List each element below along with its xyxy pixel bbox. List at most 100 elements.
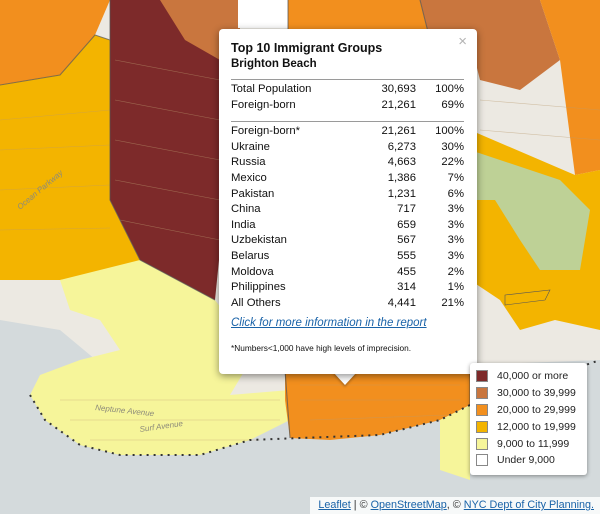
table-row: Pakistan 1,231 6%	[231, 187, 464, 203]
row-label: Pakistan	[231, 187, 275, 200]
row-value: 4,441	[387, 296, 416, 309]
row-pct: 3%	[447, 218, 464, 231]
legend-swatch	[476, 403, 488, 416]
district-orange-east[interactable]	[540, 0, 600, 175]
popup-subtitle: Brighton Beach	[231, 58, 317, 70]
attribution: Leaflet | © OpenStreetMap, © NYC Dept of…	[310, 497, 600, 514]
row-label: Belarus	[231, 249, 270, 262]
imprecision-note: *Numbers<1,000 have high levels of impre…	[231, 343, 412, 354]
legend-swatch	[476, 370, 488, 383]
row-label: Foreign-born*	[231, 121, 356, 140]
nyc-planning-link[interactable]: NYC Dept of City Planning.	[463, 499, 594, 511]
legend-swatch	[476, 454, 488, 467]
row-value: 567	[397, 234, 416, 247]
row-value: 717	[397, 203, 416, 216]
row-value: 555	[397, 249, 416, 262]
table-row: Ukraine 6,273 30%	[231, 140, 464, 156]
row-value: 21,261	[356, 121, 416, 140]
row-pct: 21%	[441, 296, 464, 309]
row-pct: 100%	[416, 121, 464, 140]
legend-label: 30,000 to 39,999	[497, 387, 576, 400]
info-popup: × Top 10 Immigrant Groups Brighton Beach…	[219, 29, 477, 374]
table-row: China 717 3%	[231, 202, 464, 218]
row-pct: 3%	[447, 203, 464, 216]
table-row: All Others 4,441 21%	[231, 296, 464, 312]
row-label: Total Population	[231, 78, 356, 98]
osm-link[interactable]: OpenStreetMap	[370, 499, 447, 511]
legend-label: 12,000 to 19,999	[497, 420, 576, 433]
row-label: Uzbekistan	[231, 234, 287, 247]
row-value: 1,231	[387, 187, 416, 200]
row-value: 314	[397, 281, 416, 294]
row-pct: 22%	[441, 156, 464, 169]
legend-item: Under 9,000	[476, 452, 581, 469]
row-pct: 30%	[441, 140, 464, 153]
row-label: Moldova	[231, 265, 274, 278]
row-pct: 69%	[441, 98, 464, 111]
legend-swatch	[476, 437, 488, 450]
row-value: 6,273	[387, 140, 416, 153]
table-row: Uzbekistan 567 3%	[231, 233, 464, 249]
row-value: 455	[397, 265, 416, 278]
table-row: Philippines 314 1%	[231, 280, 464, 296]
legend-label: 20,000 to 29,999	[497, 403, 576, 416]
more-info-link[interactable]: Click for more information in the report	[231, 317, 427, 330]
table-row: India 659 3%	[231, 218, 464, 234]
row-label: Ukraine	[231, 140, 270, 153]
row-pct: 100%	[416, 78, 464, 98]
legend-item: 12,000 to 19,999	[476, 418, 581, 435]
row-label: Mexico	[231, 171, 267, 184]
district-brown-ne[interactable]	[420, 0, 560, 90]
row-value: 21,261	[381, 98, 416, 111]
coastline	[29, 359, 600, 456]
row-label: Russia	[231, 156, 266, 169]
close-icon[interactable]: ×	[458, 33, 467, 50]
table-row: Foreign-born* 21,261 100%	[231, 121, 464, 140]
row-pct: 2%	[447, 265, 464, 278]
row-pct: 6%	[447, 187, 464, 200]
district-orange-nw[interactable]	[0, 0, 110, 85]
groups-table: Foreign-born* 21,261 100% Ukraine 6,273 30% Ru…	[231, 121, 464, 312]
attribution-sep: | ©	[350, 499, 371, 511]
legend-swatch	[476, 420, 488, 433]
pier	[504, 289, 551, 306]
legend-label: 40,000 or more	[497, 370, 569, 383]
row-value: 1,386	[387, 171, 416, 184]
table-row: Mexico 1,386 7%	[231, 171, 464, 187]
legend-swatch	[476, 387, 488, 400]
table-row: Belarus 555 3%	[231, 249, 464, 265]
district-gold-west[interactable]	[0, 35, 140, 280]
district-pale-yellow[interactable]	[30, 260, 290, 455]
row-pct: 3%	[447, 249, 464, 262]
row-pct: 7%	[447, 171, 464, 184]
park-area	[470, 150, 590, 270]
row-value: 659	[397, 218, 416, 231]
popup-title: Top 10 Immigrant Groups	[231, 41, 383, 55]
table-row: Russia 4,663 22%	[231, 155, 464, 171]
district-white-top[interactable]	[238, 0, 288, 28]
row-value: 30,693	[356, 78, 416, 98]
row-label: All Others	[231, 296, 281, 309]
legend-item: 30,000 to 39,999	[476, 385, 581, 402]
row-label: Foreign-born	[231, 98, 296, 111]
row-pct: 1%	[447, 281, 464, 294]
row-label: India	[231, 218, 256, 231]
attribution-sep: , ©	[446, 499, 464, 511]
row-label: Philippines	[231, 281, 286, 294]
map-legend: 40,000 or more 30,000 to 39,999 20,000 to …	[470, 363, 587, 475]
stats-table: Total Population 30,693 100% Foreign-bor…	[231, 78, 464, 312]
row-pct: 3%	[447, 234, 464, 247]
table-row: Foreign-born 21,261 69%	[231, 98, 464, 114]
legend-label: Under 9,000	[497, 454, 555, 467]
district-orange-brighton[interactable]	[285, 370, 470, 440]
table-row: Moldova 455 2%	[231, 265, 464, 281]
row-label: China	[231, 203, 261, 216]
popup-tip	[333, 372, 357, 385]
legend-label: 9,000 to 11,999	[497, 437, 570, 450]
legend-item: 20,000 to 29,999	[476, 402, 581, 419]
district-pale-yellow-east[interactable]	[440, 405, 470, 480]
table-row: Total Population 30,693 100%	[231, 78, 464, 98]
legend-item: 40,000 or more	[476, 368, 581, 385]
row-value: 4,663	[387, 156, 416, 169]
leaflet-link[interactable]: Leaflet	[318, 499, 351, 511]
